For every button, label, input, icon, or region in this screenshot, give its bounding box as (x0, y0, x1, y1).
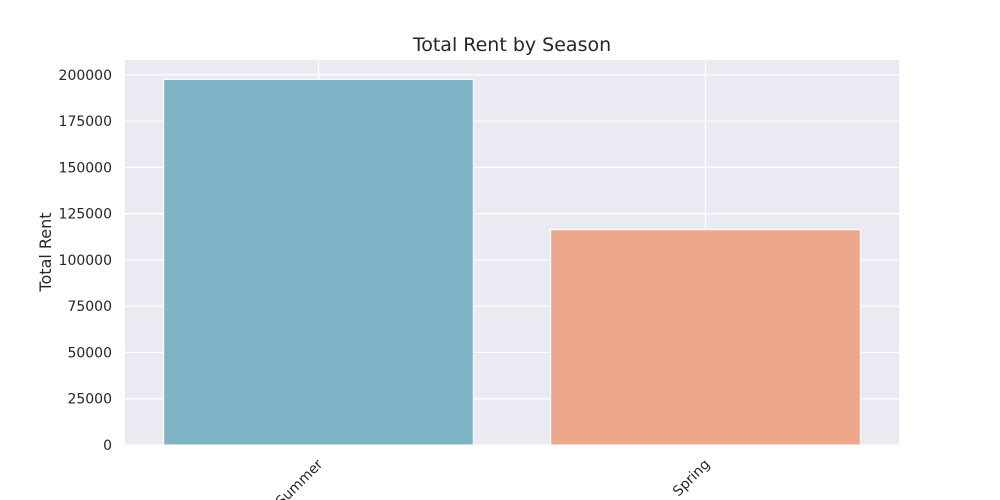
bar-summer (163, 78, 474, 446)
x-tick-label: Spring (670, 457, 713, 500)
y-tick-label: 175000 (59, 114, 112, 130)
y-tick-label: 0 (103, 438, 112, 454)
chart-title: Total Rent by Season (412, 34, 611, 56)
bars (163, 78, 861, 446)
y-tick-label: 25000 (67, 392, 112, 408)
y-tick-label: 75000 (67, 299, 112, 315)
y-ticks: 0 25000 50000 75000 100000 125000 150000 175000… (59, 68, 112, 454)
y-tick-label: 100000 (59, 253, 112, 269)
y-tick-label: 200000 (59, 68, 112, 84)
y-tick-label: 50000 (67, 345, 112, 361)
y-axis-label: Total Rent (36, 212, 55, 292)
x-ticks: Summer Spring (273, 456, 713, 500)
bar-spring (550, 229, 861, 446)
y-tick-label: 125000 (59, 207, 112, 223)
x-tick-label: Summer (273, 456, 326, 500)
y-tick-label: 150000 (59, 160, 112, 176)
